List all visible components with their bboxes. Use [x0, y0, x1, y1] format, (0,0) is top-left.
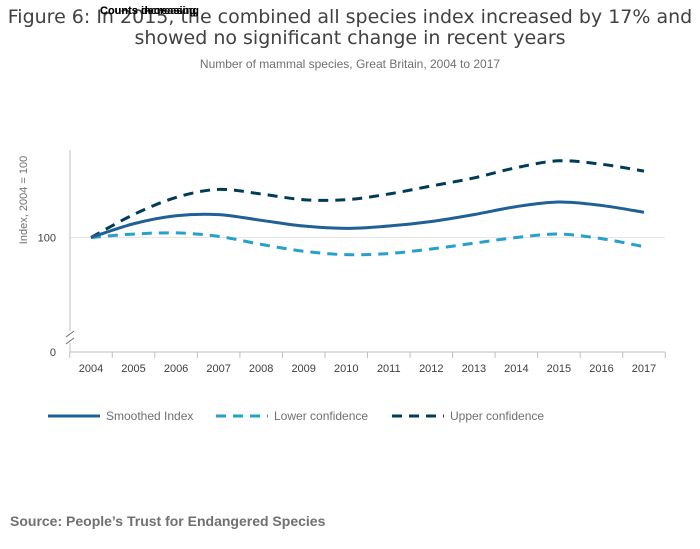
axis-break-gap — [65, 331, 75, 343]
x-tick-label-2016: 2016 — [589, 363, 613, 375]
x-tick-label-2011: 2011 — [377, 363, 401, 375]
y-axis-title: Index, 2004 = 100 — [18, 156, 30, 244]
axis-break-mark-2 — [65, 337, 75, 345]
series-line-upper — [90, 159, 645, 239]
x-tick-label-2007: 2007 — [206, 363, 230, 375]
x-tick-label-2012: 2012 — [419, 363, 443, 375]
legend-label-lower: Lower confidence — [274, 409, 368, 423]
chart-subtitle: Number of mammal species, Great Britain,… — [199, 57, 501, 71]
y-tick-label-100: 100 — [38, 233, 56, 245]
x-tick-label-2008: 2008 — [249, 363, 273, 375]
legend-label-upper: Upper confidence — [450, 409, 544, 423]
axis-break-mark-1 — [65, 330, 75, 338]
x-tick-label-2009: 2009 — [291, 363, 315, 375]
series-line-smoothed — [90, 200, 645, 239]
x-tick-label-2013: 2013 — [462, 363, 486, 375]
x-tick-label-2006: 2006 — [164, 363, 188, 375]
chart-title: Figure 6: In 2015, the combined all spec… — [0, 7, 700, 49]
source-note: Source: People’s Trust for Endangered Sp… — [10, 513, 326, 529]
y-tick-label-0: 0 — [50, 347, 56, 359]
series-line-lower — [90, 231, 645, 257]
x-tick-label-2004: 2004 — [79, 363, 103, 375]
x-tick-label-2014: 2014 — [504, 363, 528, 375]
x-tick-label-2017: 2017 — [632, 363, 656, 375]
legend-label-smoothed: Smoothed Index — [106, 409, 193, 423]
x-tick-label-2005: 2005 — [121, 363, 145, 375]
chart-title-line-1: Figure 6: In 2015, the combined all spec… — [7, 6, 693, 28]
x-tick-label-2015: 2015 — [547, 363, 571, 375]
overlay-tag-decreasing: Counts decreasing — [100, 5, 200, 17]
x-tick-label-2010: 2010 — [334, 363, 358, 375]
overlay-tag-increasing: Counts increasing — [100, 5, 196, 17]
chart-title-line-2: showed no significant change in recent y… — [134, 27, 566, 49]
